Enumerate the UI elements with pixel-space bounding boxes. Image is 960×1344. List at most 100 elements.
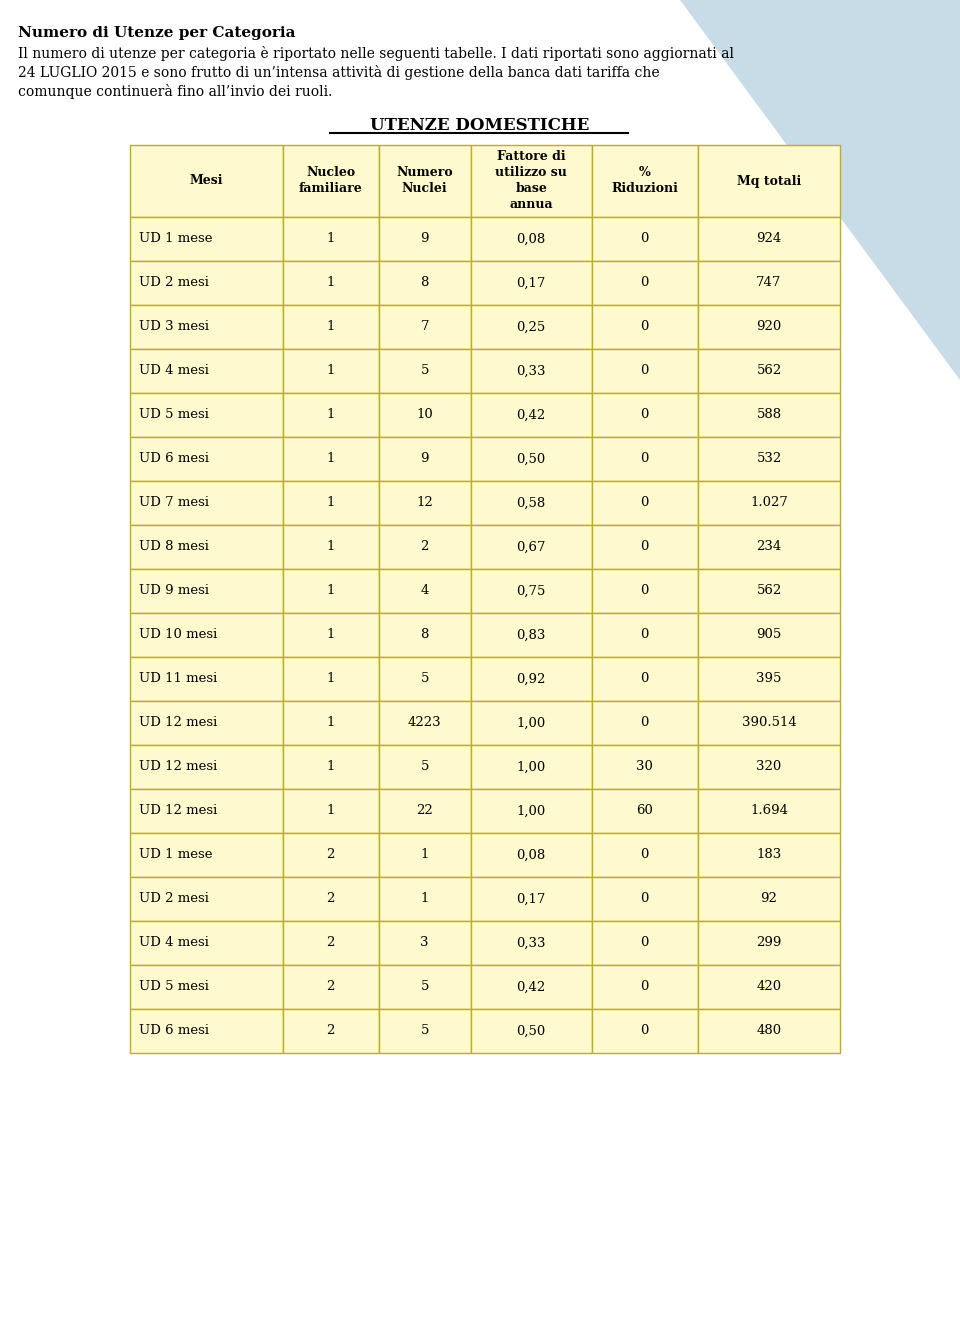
Bar	[378, 789, 470, 833]
Text: 0,25: 0,25	[516, 320, 546, 333]
Text: UD 9 mesi: UD 9 mesi	[139, 585, 209, 598]
Text: 0,08: 0,08	[516, 233, 546, 246]
Bar	[378, 569, 470, 613]
Bar	[130, 261, 282, 305]
Bar	[282, 349, 378, 392]
Text: 0: 0	[640, 716, 649, 730]
Text: 2: 2	[326, 848, 335, 862]
Bar	[282, 965, 378, 1009]
Text: 8: 8	[420, 277, 429, 289]
Bar	[591, 921, 698, 965]
Text: 92: 92	[760, 892, 778, 906]
Bar	[378, 349, 470, 392]
Text: 0,42: 0,42	[516, 409, 546, 422]
Bar	[470, 216, 591, 261]
Bar	[378, 145, 470, 216]
Bar	[378, 613, 470, 657]
Text: 0: 0	[640, 496, 649, 509]
Text: comunque continuerà fino all’invio dei ruoli.: comunque continuerà fino all’invio dei r…	[18, 83, 332, 99]
Text: UD 12 mesi: UD 12 mesi	[139, 805, 217, 817]
Bar	[130, 305, 282, 349]
Bar	[282, 305, 378, 349]
Text: UD 10 mesi: UD 10 mesi	[139, 629, 217, 641]
Bar	[591, 702, 698, 745]
Bar	[282, 657, 378, 702]
Bar	[282, 745, 378, 789]
Text: 1: 1	[326, 320, 335, 333]
Text: UD 4 mesi: UD 4 mesi	[139, 937, 209, 949]
Text: 4: 4	[420, 585, 429, 598]
Text: 1: 1	[326, 233, 335, 246]
Text: 395: 395	[756, 672, 781, 685]
Bar	[378, 261, 470, 305]
Bar	[282, 569, 378, 613]
Text: 1: 1	[326, 409, 335, 422]
Text: 183: 183	[756, 848, 781, 862]
Text: 2: 2	[420, 540, 429, 554]
Text: 0: 0	[640, 540, 649, 554]
Text: 920: 920	[756, 320, 781, 333]
Text: 0: 0	[640, 848, 649, 862]
Bar	[591, 833, 698, 878]
Text: 299: 299	[756, 937, 781, 949]
Text: 0,17: 0,17	[516, 892, 546, 906]
Text: 1,00: 1,00	[516, 716, 546, 730]
Bar	[470, 437, 591, 481]
Text: 60: 60	[636, 805, 653, 817]
Text: 390.514: 390.514	[742, 716, 797, 730]
Text: 0,67: 0,67	[516, 540, 546, 554]
Bar	[591, 437, 698, 481]
Bar	[130, 789, 282, 833]
Text: Mq totali: Mq totali	[737, 175, 802, 188]
Text: 420: 420	[756, 981, 781, 993]
Text: 24 LUGLIO 2015 e sono frutto di un’intensa attività di gestione della banca dati: 24 LUGLIO 2015 e sono frutto di un’inten…	[18, 65, 660, 81]
Bar	[470, 349, 591, 392]
Bar	[698, 878, 840, 921]
Text: 30: 30	[636, 761, 653, 774]
Bar	[591, 261, 698, 305]
Text: 1: 1	[326, 453, 335, 465]
Bar	[130, 921, 282, 965]
Bar	[470, 613, 591, 657]
Bar	[698, 526, 840, 569]
Bar	[698, 745, 840, 789]
Bar	[698, 789, 840, 833]
Text: UD 8 mesi: UD 8 mesi	[139, 540, 209, 554]
Bar	[130, 657, 282, 702]
Text: 0: 0	[640, 233, 649, 246]
Text: 0,50: 0,50	[516, 1024, 546, 1038]
Bar	[282, 921, 378, 965]
Bar	[378, 745, 470, 789]
Text: 1: 1	[326, 277, 335, 289]
Text: 0: 0	[640, 981, 649, 993]
Text: 0: 0	[640, 672, 649, 685]
Text: Numero di Utenze per Categoria: Numero di Utenze per Categoria	[18, 26, 296, 40]
Bar	[130, 145, 282, 216]
Bar	[698, 216, 840, 261]
Bar	[698, 833, 840, 878]
Text: 0,92: 0,92	[516, 672, 546, 685]
Bar	[130, 878, 282, 921]
Bar	[130, 965, 282, 1009]
Bar	[470, 481, 591, 526]
Text: 905: 905	[756, 629, 781, 641]
Text: 0,08: 0,08	[516, 848, 546, 862]
Text: 1: 1	[326, 585, 335, 598]
Text: UD 6 mesi: UD 6 mesi	[139, 1024, 209, 1038]
Bar	[470, 965, 591, 1009]
Bar	[130, 833, 282, 878]
Text: 1: 1	[420, 892, 429, 906]
Bar	[698, 305, 840, 349]
Text: 1: 1	[420, 848, 429, 862]
Text: 0: 0	[640, 629, 649, 641]
Text: 0,33: 0,33	[516, 937, 546, 949]
Bar	[282, 833, 378, 878]
Text: Numero
Nuclei: Numero Nuclei	[396, 167, 453, 195]
Bar	[282, 216, 378, 261]
Bar	[282, 437, 378, 481]
Bar	[591, 569, 698, 613]
Bar	[470, 145, 591, 216]
Bar	[698, 481, 840, 526]
Text: 2: 2	[326, 1024, 335, 1038]
Text: 1: 1	[326, 629, 335, 641]
